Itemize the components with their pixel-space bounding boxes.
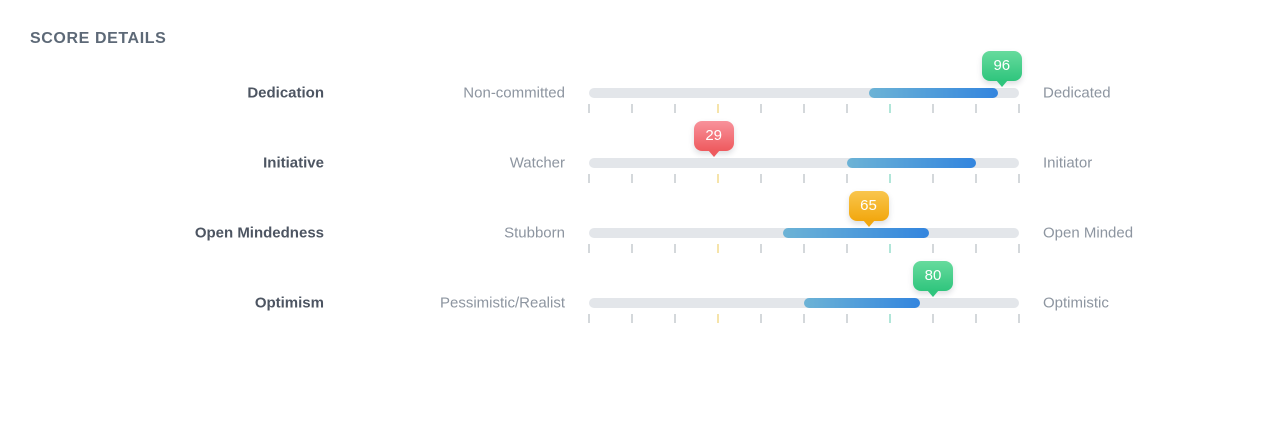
- high-end-label: Dedicated: [1043, 84, 1111, 102]
- score-row: Initiative Watcher 29 Initiator: [30, 118, 1285, 188]
- tick-mark: [803, 314, 805, 323]
- bar-range-fill: [804, 298, 921, 308]
- tick-mark: [889, 104, 891, 113]
- score-bar-area: 65: [588, 188, 1020, 258]
- high-end-label: Open Minded: [1043, 224, 1134, 242]
- tick-mark: [760, 174, 762, 183]
- score-badge-pointer-icon: [862, 220, 875, 227]
- tick-mark: [1018, 104, 1020, 113]
- score-row: Dedication Non-committed 96 Dedicated: [30, 48, 1285, 118]
- tick-mark: [975, 244, 977, 253]
- tick-mark: [932, 104, 934, 113]
- tick-mark: [846, 174, 848, 183]
- score-badge: 65: [848, 191, 889, 227]
- score-bar-area: 96: [588, 48, 1022, 118]
- tick-mark: [717, 104, 719, 113]
- bar-ticks: [588, 244, 1020, 253]
- bar-ticks: [588, 174, 1020, 183]
- tick-mark: [631, 244, 633, 253]
- tick-mark: [588, 104, 590, 113]
- score-badge: 80: [913, 261, 953, 297]
- tick-mark: [588, 174, 590, 183]
- tick-mark: [631, 104, 633, 113]
- tick-mark: [674, 104, 676, 113]
- tick-mark: [1018, 244, 1020, 253]
- tick-mark: [803, 174, 805, 183]
- high-end-label: Optimistic: [1043, 294, 1109, 312]
- trait-label: Optimism: [254, 294, 324, 312]
- tick-mark: [932, 244, 934, 253]
- tick-mark: [803, 104, 805, 113]
- bar-track: [589, 298, 1019, 308]
- tick-mark: [631, 174, 633, 183]
- score-bar-area: 80: [588, 258, 1020, 328]
- low-end-label: Non-committed: [463, 84, 565, 102]
- score-badge: 29: [693, 121, 734, 157]
- tick-mark: [975, 174, 977, 183]
- score-badge-pointer-icon: [995, 80, 1008, 87]
- tick-mark: [631, 314, 633, 323]
- tick-mark: [674, 244, 676, 253]
- tick-mark: [846, 314, 848, 323]
- score-row: Optimism Pessimistic/Realist 80 Optimist…: [30, 258, 1285, 328]
- bar-ticks: [588, 104, 1020, 113]
- tick-mark: [588, 244, 590, 253]
- score-badge-pointer-icon: [707, 150, 720, 157]
- high-end-label: Initiator: [1043, 154, 1093, 172]
- low-end-label: Stubborn: [504, 224, 565, 242]
- tick-mark: [760, 314, 762, 323]
- tick-mark: [975, 104, 977, 113]
- tick-mark: [1018, 314, 1020, 323]
- score-badge-value: 96: [981, 51, 1022, 81]
- bar-ticks: [588, 314, 1020, 323]
- bar-track: [589, 228, 1019, 238]
- tick-mark: [760, 104, 762, 113]
- tick-mark: [674, 314, 676, 323]
- tick-mark: [846, 104, 848, 113]
- bar-track: [589, 88, 1019, 98]
- tick-mark: [846, 244, 848, 253]
- tick-mark: [889, 314, 891, 323]
- section-title: SCORE DETAILS: [30, 30, 167, 47]
- tick-mark: [717, 244, 719, 253]
- bar-track: [589, 158, 1019, 168]
- score-badge-value: 29: [693, 121, 734, 151]
- score-details-panel: SCORE DETAILS Dedication Non-committed 9…: [30, 30, 1285, 328]
- score-badge-pointer-icon: [927, 290, 939, 297]
- score-badge: 96: [981, 51, 1022, 87]
- tick-mark: [674, 174, 676, 183]
- bar-range-fill: [782, 228, 929, 238]
- trait-label: Dedication: [247, 84, 324, 102]
- tick-mark: [717, 314, 719, 323]
- trait-label: Initiative: [263, 154, 324, 172]
- low-end-label: Watcher: [509, 154, 565, 172]
- tick-mark: [932, 314, 934, 323]
- tick-mark: [889, 174, 891, 183]
- tick-mark: [717, 174, 719, 183]
- score-badge-value: 80: [913, 261, 953, 291]
- bar-range-fill: [847, 158, 976, 168]
- bar-range-fill: [868, 88, 998, 98]
- tick-mark: [588, 314, 590, 323]
- score-badge-value: 65: [848, 191, 889, 221]
- tick-mark: [975, 314, 977, 323]
- score-row: Open Mindedness Stubborn 65 Open Minded: [30, 188, 1285, 258]
- tick-mark: [803, 244, 805, 253]
- score-rows: Dedication Non-committed 96 Dedicated In…: [30, 48, 1285, 328]
- trait-label: Open Mindedness: [194, 224, 324, 242]
- score-bar-area: 29: [588, 118, 1020, 188]
- low-end-label: Pessimistic/Realist: [439, 294, 565, 312]
- tick-mark: [1018, 174, 1020, 183]
- tick-mark: [889, 244, 891, 253]
- tick-mark: [932, 174, 934, 183]
- tick-mark: [760, 244, 762, 253]
